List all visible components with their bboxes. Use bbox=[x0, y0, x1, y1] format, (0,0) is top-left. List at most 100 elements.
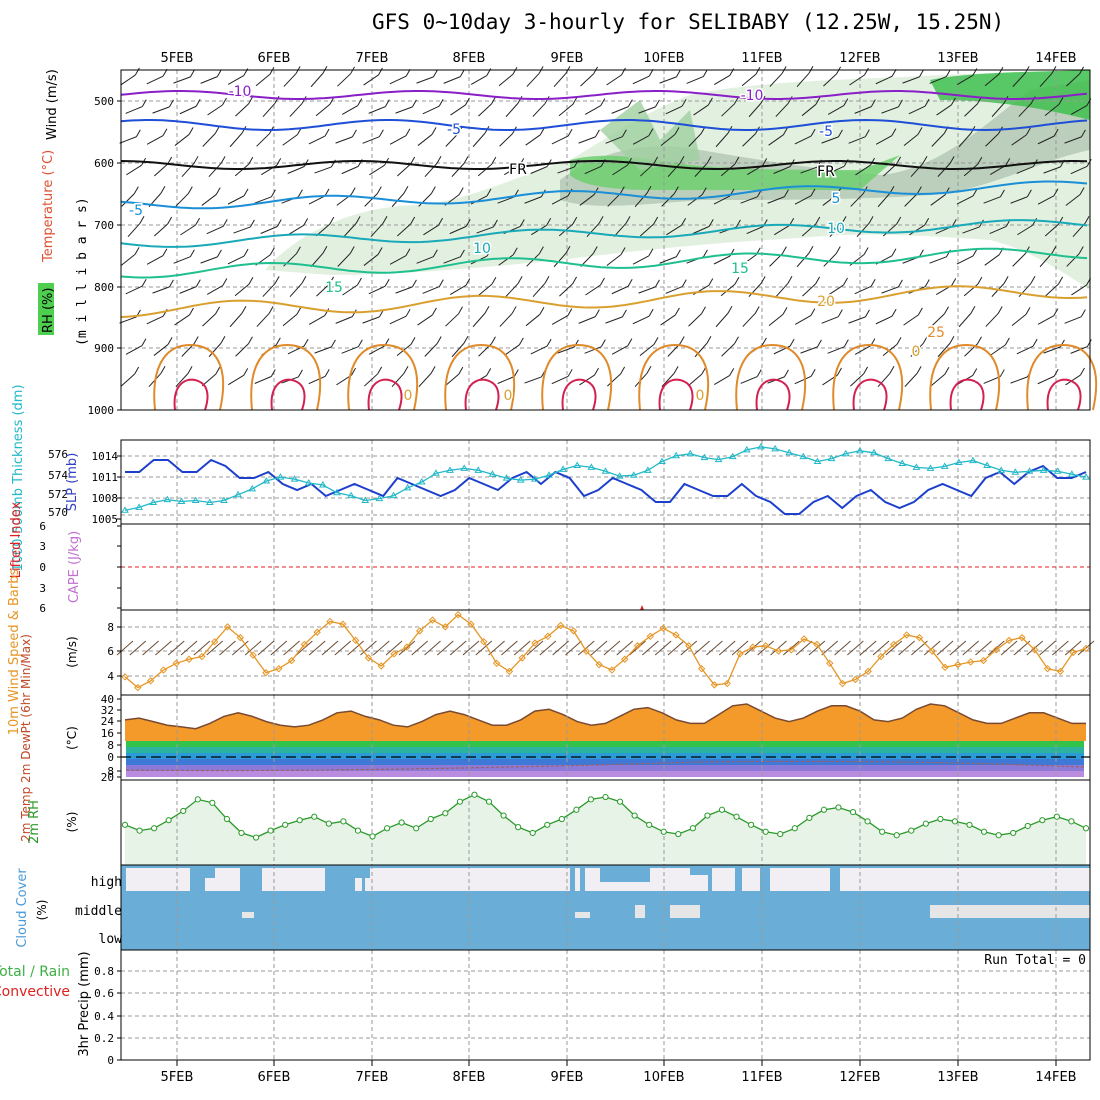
precip-panel: 0.8 0.6 0.4 0.2 0 Run Total = 0 Total / Rain Co… bbox=[0, 949, 1091, 1067]
wind-barb-flag bbox=[620, 247, 626, 255]
wind-barb bbox=[1018, 282, 1032, 298]
wind-barb-flag bbox=[330, 339, 336, 348]
wind-barb-flag bbox=[276, 219, 282, 227]
wind-barb bbox=[262, 102, 276, 118]
wind-barb-flag bbox=[486, 188, 492, 197]
wind-barb bbox=[175, 373, 189, 387]
wind-barb-flag bbox=[868, 216, 874, 224]
isotherm-30-loop bbox=[949, 378, 985, 411]
wind-barb bbox=[821, 316, 839, 324]
wind-barb-flag bbox=[594, 129, 600, 138]
wind-barb bbox=[632, 135, 650, 145]
wind-barb-flag bbox=[436, 156, 442, 164]
wind-barb bbox=[289, 282, 303, 298]
rh2m-marker bbox=[864, 818, 871, 825]
wind-barb-flag bbox=[190, 69, 195, 78]
ylabel-rh: RH (%) bbox=[41, 288, 56, 333]
wind-barb bbox=[585, 284, 601, 296]
wind-barb bbox=[827, 105, 845, 115]
wind-barb-flag bbox=[621, 67, 626, 76]
wind-barb bbox=[532, 103, 546, 117]
wind-barb bbox=[640, 163, 654, 177]
y-tick-label: 1008 bbox=[92, 492, 119, 505]
wind-barb bbox=[984, 254, 1000, 266]
wind-barb-flag bbox=[303, 338, 309, 347]
wind-barb bbox=[180, 224, 196, 236]
wind10-marker bbox=[275, 664, 283, 673]
wind-barb-flag bbox=[329, 216, 335, 225]
wind10-barb bbox=[1077, 640, 1095, 656]
thickness-marker bbox=[785, 448, 794, 456]
wind-barb bbox=[498, 73, 514, 87]
wind-barb-flag bbox=[916, 186, 922, 194]
wind-barb-flag bbox=[458, 187, 464, 195]
ylabel-mb: (m i l l i b a r s) bbox=[75, 197, 90, 346]
wind10-barb bbox=[936, 640, 954, 656]
wind10-barb bbox=[872, 640, 890, 656]
wind-barb bbox=[525, 313, 541, 327]
wind10-marker bbox=[941, 663, 949, 672]
isotherm-30-loop bbox=[173, 378, 209, 411]
wind-barb bbox=[713, 374, 731, 386]
thickness-marker bbox=[516, 476, 525, 483]
wind-barb bbox=[200, 76, 218, 84]
rh2m-marker bbox=[849, 808, 857, 816]
wind-barb bbox=[532, 282, 546, 298]
thickness-marker bbox=[432, 469, 440, 476]
wind-barb bbox=[720, 283, 736, 297]
rh2m-marker bbox=[165, 817, 172, 824]
wind-barb bbox=[262, 283, 276, 297]
precip-label-total: Total / Rain bbox=[0, 964, 70, 980]
wind-barb bbox=[335, 136, 353, 144]
thickness-marker bbox=[304, 479, 313, 486]
wind-barb bbox=[337, 73, 351, 87]
wind-barb bbox=[741, 73, 757, 87]
wind10-marker bbox=[992, 646, 1001, 654]
wind-barb bbox=[956, 75, 974, 85]
wind-barb bbox=[713, 255, 731, 265]
thickness-marker bbox=[898, 459, 907, 466]
wind-barb bbox=[1043, 346, 1061, 354]
wind-barb bbox=[721, 343, 735, 357]
wind-barb bbox=[314, 166, 332, 174]
wind-barb-flag bbox=[134, 247, 140, 255]
wind-barb-flag bbox=[329, 276, 334, 285]
wind-barb bbox=[364, 373, 378, 387]
wind-barb-flag bbox=[972, 248, 978, 257]
wind10-marker bbox=[518, 654, 526, 662]
wind-barb bbox=[530, 166, 548, 174]
thickness-marker bbox=[686, 449, 695, 457]
wind-barb bbox=[607, 193, 621, 207]
wind-barb-flag bbox=[646, 366, 652, 374]
wind-barb bbox=[775, 282, 789, 298]
wind-barb-flag bbox=[673, 186, 679, 194]
temp2m-line bbox=[124, 703, 1086, 730]
wind-barb-flag bbox=[519, 219, 525, 227]
y-tick-label: 0.8 bbox=[94, 965, 114, 978]
wind-barb bbox=[882, 343, 898, 357]
wind-barb bbox=[389, 75, 407, 85]
wind-barb-flag bbox=[1080, 309, 1086, 317]
rh2m-marker bbox=[675, 830, 682, 838]
wind-barb bbox=[255, 73, 271, 87]
wind-barb bbox=[740, 196, 758, 204]
y-tick-label: 500 bbox=[94, 95, 114, 108]
thickness-marker bbox=[813, 457, 822, 465]
isotherm-30-loop bbox=[561, 378, 597, 411]
rh2m-marker bbox=[383, 825, 391, 832]
wind-barb-flag bbox=[754, 306, 760, 314]
wind10-barb bbox=[129, 640, 147, 656]
wind-barb-flag bbox=[195, 217, 201, 226]
wind-barb-flag bbox=[898, 279, 903, 288]
wind-barb bbox=[505, 283, 519, 297]
wind-barb-flag bbox=[1004, 337, 1010, 346]
wind-barb-flag bbox=[403, 366, 409, 374]
wind-barb-flag bbox=[572, 97, 578, 105]
thickness-marker bbox=[276, 473, 285, 480]
rh2m-marker bbox=[398, 819, 405, 826]
wind-barb bbox=[524, 376, 542, 384]
isotherm-label: 25 bbox=[927, 325, 945, 341]
wind-barb-flag bbox=[622, 309, 627, 318]
y-tick-label: 32 bbox=[101, 704, 114, 717]
wind10-marker bbox=[851, 675, 860, 684]
